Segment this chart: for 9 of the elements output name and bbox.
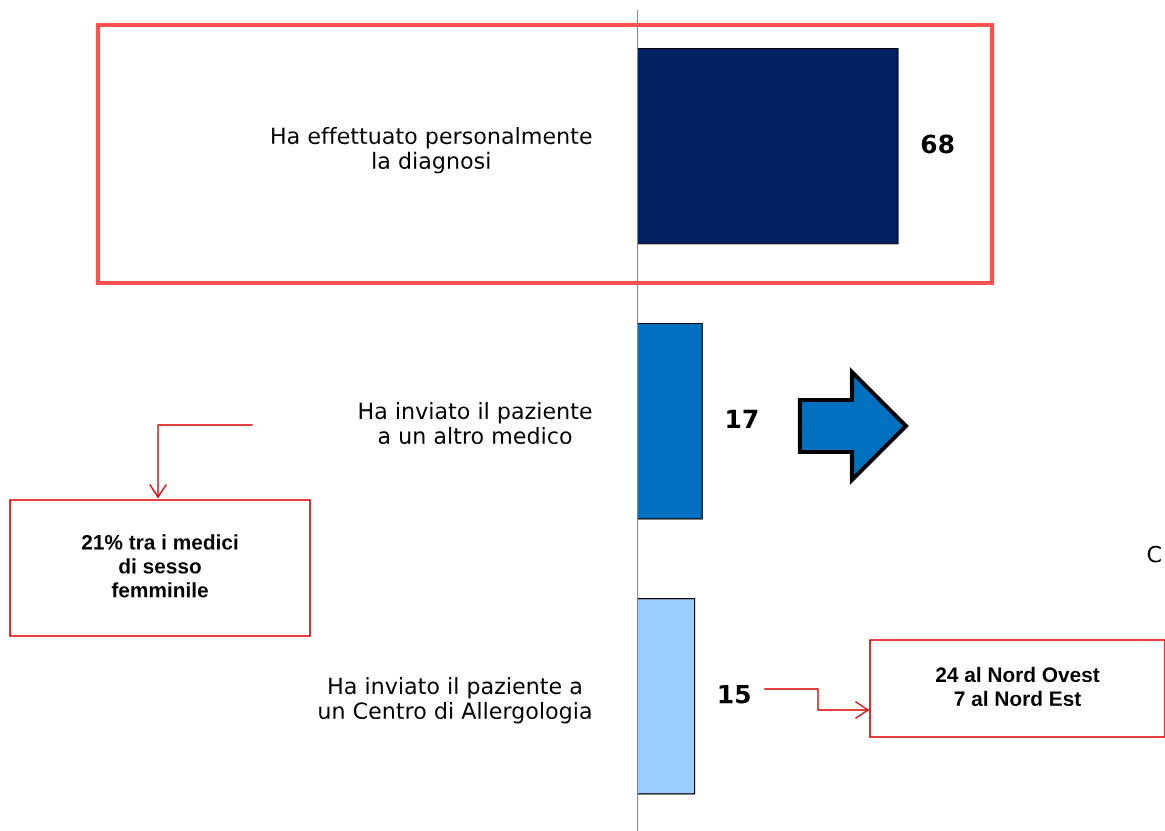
- y-tick-label: Ha effettuato personalmente la diagnosi: [272, 126, 592, 174]
- text: C: [1147, 545, 1161, 563]
- y-tick-label: Ha inviato il paziente a un altro medico: [359, 401, 592, 445]
- data-label: 15: [719, 684, 750, 704]
- y-tick-label: Ha inviato il paziente a un Centro di Allergologia: [319, 677, 591, 724]
- text: 21% tra i medici di sesso femminile: [81, 534, 238, 598]
- text: 24 al Nord Ovest 7 al Nord Est: [936, 666, 1100, 707]
- data-label: 17: [727, 409, 758, 429]
- data-label: 68: [921, 134, 954, 154]
